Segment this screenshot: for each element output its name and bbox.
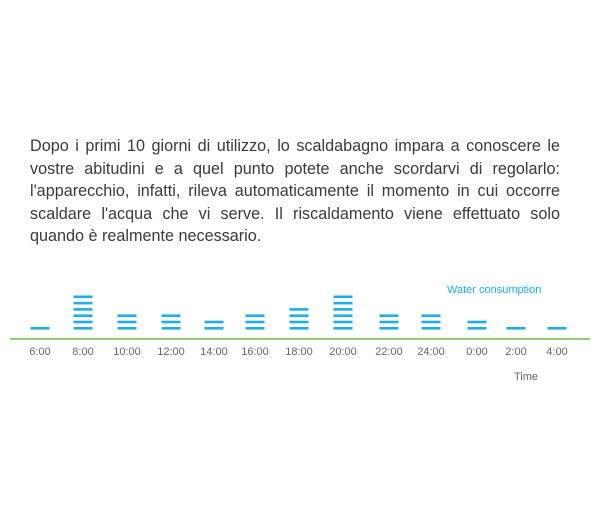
- bar-segment: [547, 327, 567, 330]
- x-tick-label: 22:00: [375, 346, 403, 358]
- legend-label: Water consumption: [447, 284, 541, 296]
- bar-segment: [161, 320, 181, 324]
- bar-segment: [161, 314, 181, 317]
- x-tick-label: 8:00: [72, 346, 93, 358]
- bar-segment: [117, 314, 137, 317]
- x-tick-label: 10:00: [113, 346, 141, 358]
- x-tick-label: 24:00: [417, 346, 445, 358]
- bar-6:00: [30, 327, 50, 330]
- bar-segment: [73, 320, 93, 324]
- x-tick-label: 14:00: [200, 346, 228, 358]
- bar-segment: [333, 327, 353, 330]
- bar-12:00: [161, 314, 181, 330]
- bar-segment: [333, 301, 353, 305]
- bar-segment: [73, 301, 93, 305]
- bar-segment: [421, 314, 441, 317]
- bar-segment: [333, 308, 353, 311]
- bar-segment: [467, 320, 487, 324]
- bar-segment: [204, 327, 224, 330]
- x-tick-label: 4:00: [546, 346, 567, 358]
- bar-16:00: [245, 314, 265, 330]
- bar-4:00: [547, 327, 567, 330]
- bar-segment: [506, 327, 526, 330]
- bar-segment: [245, 327, 265, 330]
- x-axis-label: Time: [514, 371, 538, 383]
- bar-segment: [73, 295, 93, 299]
- bar-segment: [73, 314, 93, 317]
- bar-20:00: [333, 295, 353, 330]
- bar-segment: [467, 327, 487, 330]
- bar-segment: [289, 308, 309, 311]
- bar-segment: [421, 320, 441, 324]
- bar-segment: [73, 308, 93, 311]
- bar-0:00: [467, 320, 487, 330]
- bar-segment: [333, 314, 353, 317]
- x-tick-label: 20:00: [329, 346, 357, 358]
- bar-segment: [245, 314, 265, 317]
- bar-8:00: [73, 295, 93, 330]
- bar-14:00: [204, 320, 224, 330]
- bar-segment: [73, 327, 93, 330]
- bar-18:00: [289, 308, 309, 330]
- description-paragraph: Dopo i primi 10 giorni di utilizzo, lo s…: [30, 137, 560, 245]
- x-tick-label: 2:00: [505, 346, 526, 358]
- bar-segment: [30, 327, 50, 330]
- water-consumption-chart: Water consumption 6:00 8:00 10:00 12:00 14:0…: [10, 284, 590, 383]
- bar-segment: [289, 327, 309, 330]
- bar-10:00: [117, 314, 137, 330]
- bar-segment: [289, 320, 309, 324]
- x-tick-label: 18:00: [285, 346, 313, 358]
- bar-24:00: [421, 314, 441, 330]
- bar-segment: [117, 327, 137, 330]
- bar-22:00: [379, 314, 399, 330]
- bar-segment: [379, 314, 399, 317]
- x-tick-label: 12:00: [157, 346, 185, 358]
- x-tick-label: 16:00: [241, 346, 269, 358]
- x-tick-label: 0:00: [466, 346, 487, 358]
- bar-2:00: [506, 327, 526, 330]
- bar-segment: [161, 327, 181, 330]
- bar-segment: [333, 320, 353, 324]
- bar-segment: [379, 327, 399, 330]
- x-tick-label: 6:00: [29, 346, 50, 358]
- bar-segment: [421, 327, 441, 330]
- bar-segment: [245, 320, 265, 324]
- bar-segment: [117, 320, 137, 324]
- bar-segment: [289, 314, 309, 317]
- bar-segment: [379, 320, 399, 324]
- bar-segment: [333, 295, 353, 299]
- bar-segment: [204, 320, 224, 324]
